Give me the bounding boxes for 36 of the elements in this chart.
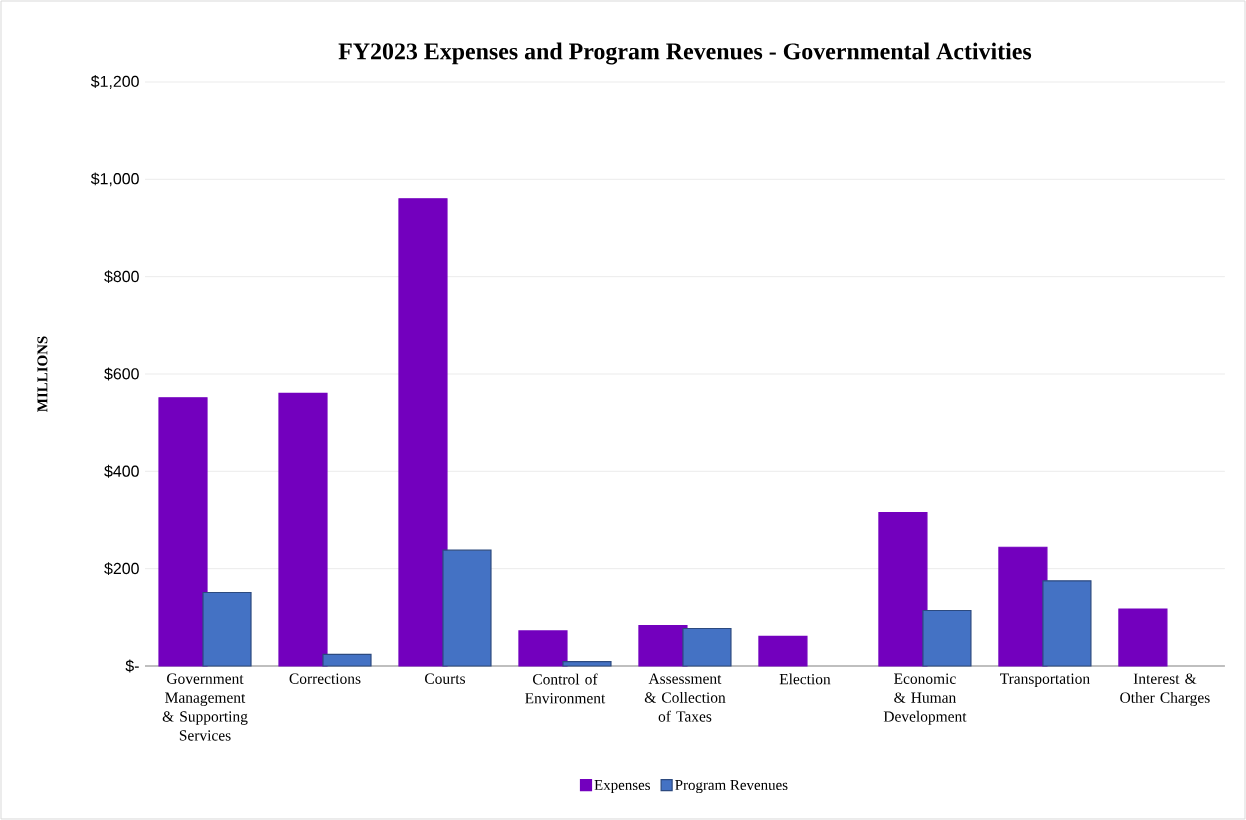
- y-tick-label: $1,000: [90, 172, 139, 187]
- bar: [878, 512, 928, 667]
- bar: [202, 591, 252, 667]
- bar: [518, 630, 568, 667]
- bar: [922, 609, 972, 667]
- x-tick-label: Courts: [425, 673, 466, 684]
- bar: [1118, 608, 1168, 667]
- legend-label: Expenses: [594, 780, 650, 794]
- x-tick-label: Assessment & Collection of Taxes: [644, 673, 726, 722]
- y-tick-label: $1,200: [90, 75, 139, 89]
- bar: [158, 397, 208, 667]
- x-tick-label: Economic & Human Development: [883, 673, 967, 725]
- x-tick-label: Election: [779, 673, 831, 685]
- bar: [278, 392, 328, 667]
- bar: [562, 661, 612, 667]
- x-tick-label: Control of Environment: [525, 673, 606, 704]
- y-tick-label: $-: [125, 659, 139, 673]
- x-tick-label: Government Management & Supporting Services: [162, 673, 248, 741]
- chart-title: FY2023 Expenses and Program Revenues - Governmental Activities: [338, 42, 1032, 65]
- bar: [758, 635, 808, 667]
- y-tick-label: $200: [104, 562, 139, 576]
- x-tick-label: Interest & Other Charges: [1120, 673, 1210, 707]
- bar: [398, 198, 448, 667]
- y-tick-label: $400: [104, 464, 139, 478]
- bar: [682, 627, 732, 667]
- bar: [1042, 580, 1092, 667]
- x-tick-label: Corrections: [289, 673, 361, 684]
- bar: [322, 653, 372, 667]
- x-tick-label: Transportation: [1000, 673, 1090, 688]
- bar: [998, 546, 1048, 667]
- y-tick-label: $600: [104, 367, 139, 381]
- bar: [442, 549, 492, 667]
- bar: [638, 624, 688, 667]
- y-tick-label: $800: [104, 270, 139, 284]
- y-axis-title: MILLIONS: [37, 336, 48, 412]
- legend-label: Program Revenues: [675, 780, 788, 794]
